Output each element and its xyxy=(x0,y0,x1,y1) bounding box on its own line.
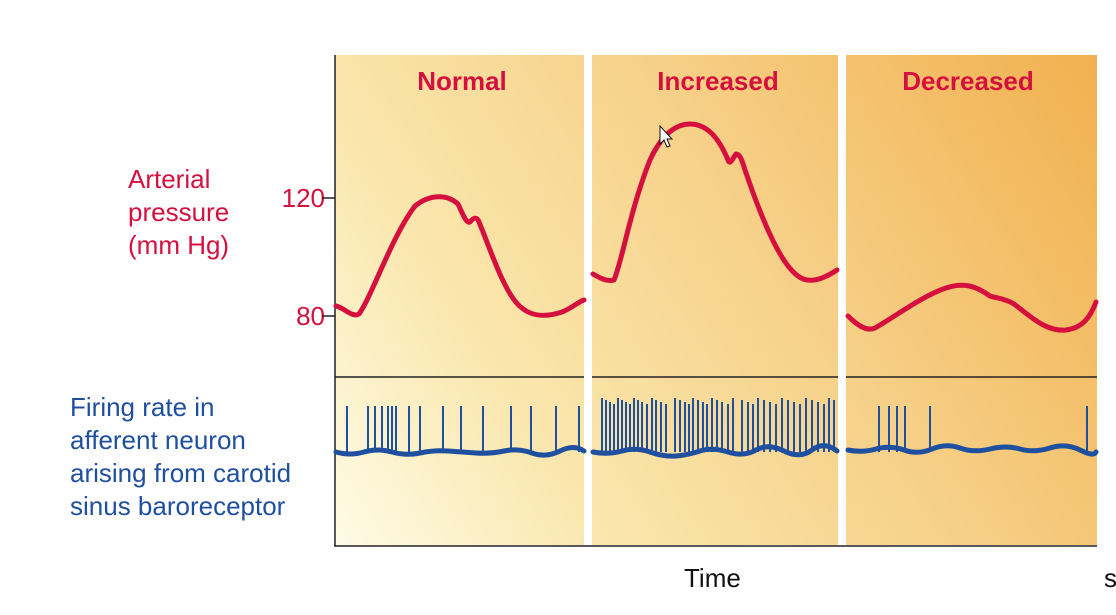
pressure-trace-decreased xyxy=(845,282,1099,333)
y-tick-120: 120 xyxy=(281,183,325,213)
firing-label-line-1: Firing rate in xyxy=(70,392,215,422)
y-tick-80: 80 xyxy=(296,301,325,331)
panel-title-normal: Normal xyxy=(417,66,507,96)
spikes-decreased xyxy=(878,406,1088,452)
firing-label-line-3: arising from carotid xyxy=(70,458,292,488)
x-axis-label: Time xyxy=(684,563,741,593)
panel-separator-1 xyxy=(584,55,592,545)
edge-text: s xyxy=(1104,563,1116,593)
spikes-increased xyxy=(601,398,835,452)
pressure-trace-increased xyxy=(590,121,840,283)
panel-separator-2 xyxy=(838,55,846,545)
firing-label-line-2: afferent neuron xyxy=(70,425,246,455)
y-label-line-2: pressure xyxy=(128,197,230,227)
y-label-line-3: (mm Hg) xyxy=(128,230,230,260)
spikes-normal xyxy=(346,406,580,452)
firing-label-line-4: sinus baroreceptor xyxy=(70,491,286,521)
mouse-pointer-icon xyxy=(659,124,674,148)
y-label-line-1: Arterial xyxy=(128,164,211,194)
panel-title-decreased: Decreased xyxy=(902,66,1034,96)
panel-title-increased: Increased xyxy=(657,66,778,96)
pressure-trace-normal xyxy=(333,194,587,318)
firing-rate-label: Firing rate in afferent neuron arising f… xyxy=(70,391,340,523)
arterial-pressure-label: Arterial pressure (mm Hg) xyxy=(128,163,268,262)
diagram-background xyxy=(335,55,1097,545)
